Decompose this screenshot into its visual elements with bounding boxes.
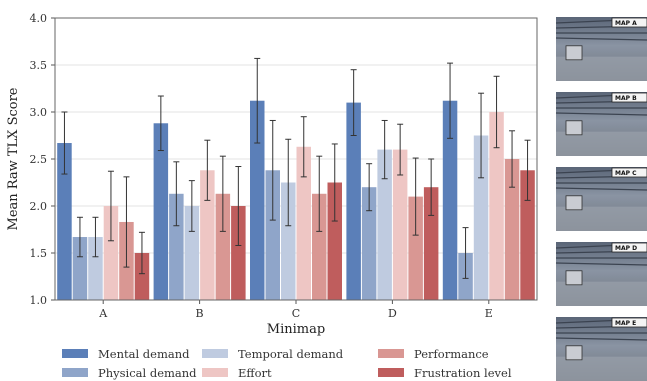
minimap-inset — [565, 270, 583, 286]
plot-frame — [54, 17, 538, 301]
bar — [281, 182, 296, 300]
y-tick-label: 4.0 — [30, 12, 48, 25]
legend-label: Frustration level — [414, 366, 512, 380]
y-axis-label: Mean Raw TLX Score — [6, 87, 21, 230]
scene-beam — [555, 112, 647, 116]
y-tick-label: 2.5 — [30, 153, 48, 166]
bar-chart: 1.0 1.5 2.0 2.5 3.0 3.5 4.0 A B C D E Minimap Mean Ra… — [6, 12, 538, 337]
bar — [250, 100, 265, 300]
thumbnail-label-box — [611, 92, 647, 103]
y-tick-label: 3.0 — [30, 106, 48, 119]
legend-label: Mental demand — [98, 347, 190, 361]
thumbnail-label: MAP D — [615, 245, 637, 252]
bar — [442, 100, 458, 300]
bar — [88, 237, 103, 300]
thumbnail-label-box — [611, 17, 647, 28]
bar — [312, 193, 327, 300]
thumbnail-label: MAP E — [615, 320, 636, 327]
scene-floor — [556, 281, 647, 306]
bar — [489, 112, 504, 300]
minimap-inset — [565, 195, 583, 211]
x-tick-label: D — [388, 307, 397, 320]
bar — [215, 193, 231, 300]
bar — [377, 149, 392, 300]
bar — [200, 170, 215, 300]
minimap-inset — [565, 45, 583, 61]
bar — [184, 206, 200, 300]
bar — [153, 123, 169, 300]
thumbnail-label-box — [611, 317, 647, 328]
bar — [408, 196, 423, 300]
scene-floor — [556, 356, 647, 381]
x-tick-label: A — [98, 307, 108, 320]
x-axis-label: Minimap — [267, 322, 325, 337]
bar — [423, 187, 439, 300]
legend-swatch — [378, 349, 404, 358]
scene-floor — [556, 206, 647, 231]
scene-floor — [556, 131, 647, 156]
bar — [327, 182, 342, 300]
bar — [520, 170, 535, 300]
legend-label: Physical demand — [98, 366, 197, 380]
bar — [392, 149, 408, 300]
bar — [169, 193, 184, 300]
scene-beam — [555, 337, 647, 341]
legend-label: Temporal demand — [238, 347, 344, 361]
bar — [296, 146, 311, 300]
thumbnail-label: MAP C — [615, 170, 637, 177]
thumbnail-label-box — [611, 167, 647, 178]
scene-beam — [555, 262, 647, 266]
minimap-inset — [565, 345, 583, 361]
legend-swatch — [202, 349, 228, 358]
scene-beam — [555, 37, 647, 41]
minimap-inset — [565, 120, 583, 136]
legend-swatch — [202, 368, 228, 377]
x-tick-label: B — [196, 307, 204, 320]
bar — [265, 170, 280, 300]
bar — [504, 159, 520, 300]
bar — [57, 143, 72, 300]
legend-swatch — [378, 368, 404, 377]
thumbnail-label-box — [611, 242, 647, 253]
legend-swatch — [62, 368, 88, 377]
bar — [231, 206, 246, 300]
bar — [134, 253, 150, 300]
x-tick-label: E — [485, 307, 493, 320]
legend-label: Performance — [414, 347, 489, 361]
scene-beam — [555, 187, 647, 191]
legend-label: Effort — [238, 366, 272, 380]
y-tick-label: 3.5 — [30, 59, 48, 72]
bar — [361, 187, 377, 300]
bar — [103, 206, 119, 300]
thumbnail-label: MAP A — [615, 20, 637, 27]
y-tick-label: 1.5 — [30, 247, 48, 260]
thumbnail-label: MAP B — [615, 95, 637, 102]
chart-legend: Mental demand Physical demand Temporal dem… — [62, 347, 512, 380]
y-tick-label: 1.0 — [30, 294, 48, 307]
x-tick-label: C — [292, 307, 300, 320]
bar — [346, 102, 361, 300]
legend-swatch — [62, 349, 88, 358]
y-tick-label: 2.0 — [30, 200, 48, 213]
bar — [473, 135, 489, 300]
bar — [72, 237, 88, 300]
scene-floor — [556, 56, 647, 81]
minimap-thumbnails: MAP A MAP B MAP C MAP D MAP E — [555, 17, 647, 381]
